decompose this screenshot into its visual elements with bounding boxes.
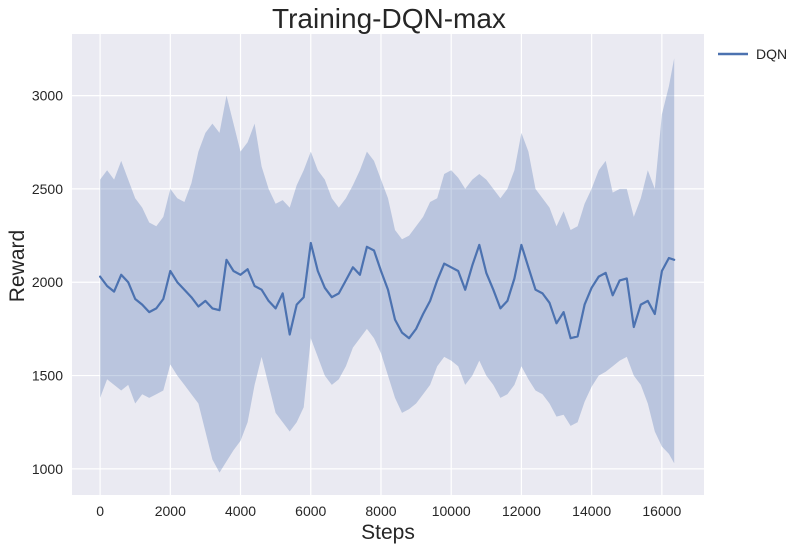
dqn-confidence-band (100, 58, 675, 473)
chart-title: Training-DQN-max (272, 3, 506, 34)
y-tick-label: 3000 (32, 88, 63, 104)
x-tick-label: 10000 (432, 503, 471, 519)
y-tick-label: 1000 (32, 461, 63, 477)
y-tick-labels: 1000 1500 2000 2500 3000 (32, 88, 63, 477)
x-tick-label: 8000 (365, 503, 396, 519)
x-tick-label: 14000 (572, 503, 611, 519)
y-axis-label: Reward (6, 230, 29, 302)
x-tick-label: 16000 (642, 503, 681, 519)
x-tick-label: 0 (96, 503, 104, 519)
x-tick-label: 4000 (225, 503, 256, 519)
y-tick-label: 2000 (32, 274, 63, 290)
confidence-band-layer (100, 58, 675, 473)
y-tick-label: 1500 (32, 368, 63, 384)
legend-label-dqn: DQN (756, 46, 787, 62)
y-tick-label: 2500 (32, 181, 63, 197)
dqn-mean-line (98, 241, 676, 340)
legend: DQN (718, 46, 787, 62)
gridlines (72, 34, 704, 495)
x-tick-label: 6000 (295, 503, 326, 519)
plot-area (72, 34, 704, 495)
x-tick-label: 12000 (502, 503, 541, 519)
series-line-layer (98, 241, 676, 340)
x-axis-label: Steps (361, 521, 415, 544)
x-tick-labels: 0 2000 4000 6000 8000 10000 12000 14000 16000 (96, 503, 681, 519)
x-tick-label: 2000 (155, 503, 186, 519)
